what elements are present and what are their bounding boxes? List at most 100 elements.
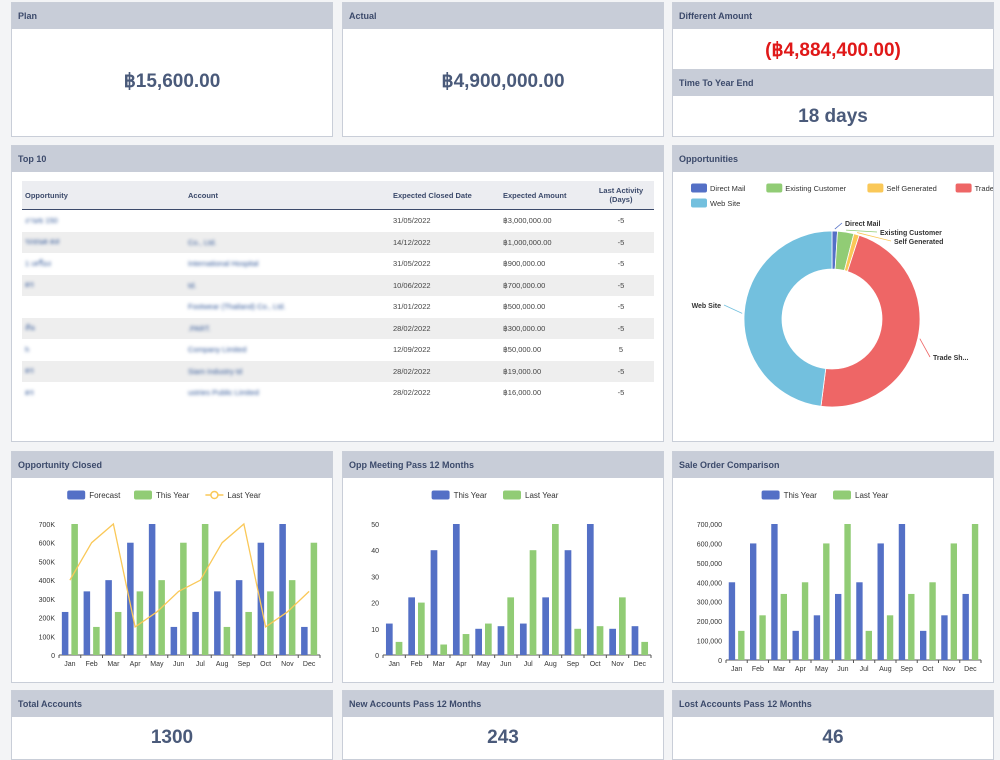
bar-this-year[interactable] bbox=[158, 580, 165, 655]
table-row[interactable]: งานข 150 31/05/2022 ฿3,000,000.00 -5 bbox=[22, 210, 654, 232]
bar-last-year[interactable] bbox=[865, 630, 872, 660]
bar-forecast[interactable] bbox=[192, 611, 199, 655]
bar-this-year[interactable] bbox=[813, 615, 821, 660]
legend-item-this-year[interactable]: This Year bbox=[761, 490, 818, 501]
account-link[interactable]: ustries Public Limited bbox=[188, 388, 259, 398]
col-expected-amount[interactable]: Expected Amount bbox=[500, 181, 588, 210]
account-link[interactable]: International Hospital bbox=[188, 259, 259, 269]
bar-this-year[interactable] bbox=[93, 626, 100, 655]
bar-forecast[interactable] bbox=[235, 580, 243, 655]
table-row[interactable]: 1 เครื่อง International Hospital 31/05/202… bbox=[22, 253, 654, 275]
opportunity-link[interactable]: ตร bbox=[22, 274, 185, 296]
bar-this-year[interactable] bbox=[856, 582, 863, 660]
bar-last-year[interactable] bbox=[908, 593, 915, 660]
opportunity-link[interactable] bbox=[22, 296, 185, 318]
bar-forecast[interactable] bbox=[61, 611, 69, 655]
legend-item-self-generated[interactable]: Self Generated bbox=[867, 183, 937, 194]
bar-this-year[interactable] bbox=[288, 580, 296, 655]
account-link[interactable] bbox=[185, 210, 390, 232]
bar-last-year[interactable] bbox=[950, 543, 957, 660]
bar-forecast[interactable] bbox=[214, 591, 221, 655]
bar-last-year[interactable] bbox=[574, 628, 582, 655]
opportunity-link[interactable]: สัน bbox=[22, 317, 185, 339]
bar-last-year[interactable] bbox=[886, 615, 894, 660]
bar-this-year[interactable] bbox=[519, 623, 527, 655]
bar-this-year[interactable] bbox=[71, 524, 78, 655]
bar-this-year[interactable] bbox=[223, 626, 231, 655]
account-link[interactable]: Company Limited bbox=[188, 345, 247, 355]
bar-forecast[interactable] bbox=[170, 626, 178, 655]
bar-forecast[interactable] bbox=[257, 542, 265, 655]
bar-last-year[interactable] bbox=[971, 524, 979, 660]
table-row[interactable]: ตร td. 10/06/2022 ฿700,000.00 -5 bbox=[22, 274, 654, 296]
bar-this-year[interactable] bbox=[310, 542, 318, 655]
col-account[interactable]: Account bbox=[185, 181, 390, 210]
bar-this-year[interactable] bbox=[631, 626, 639, 655]
bar-last-year[interactable] bbox=[641, 641, 649, 655]
bar-last-year[interactable] bbox=[418, 602, 425, 655]
bar-last-year[interactable] bbox=[801, 582, 809, 660]
table-row[interactable]: ตร Siam Industry td 28/02/2022 ฿19,000.00 -5 bbox=[22, 360, 654, 382]
bar-this-year[interactable] bbox=[962, 593, 969, 660]
pie-slice-web-site[interactable] bbox=[743, 230, 833, 407]
bar-last-year[interactable] bbox=[395, 641, 403, 655]
bar-forecast[interactable] bbox=[148, 524, 156, 655]
bar-this-year[interactable] bbox=[475, 628, 482, 655]
bar-this-year[interactable] bbox=[452, 524, 460, 655]
legend-item-trade-show[interactable]: Trade Show bbox=[955, 183, 993, 194]
bar-this-year[interactable] bbox=[245, 611, 252, 655]
bar-forecast[interactable] bbox=[301, 626, 308, 655]
bar-this-year[interactable] bbox=[542, 597, 549, 655]
bar-this-year[interactable] bbox=[835, 593, 842, 660]
bar-last-year[interactable] bbox=[780, 593, 787, 660]
legend-item-last-year[interactable]: Last Year bbox=[833, 490, 889, 501]
account-link[interactable]: td. bbox=[185, 274, 390, 296]
bar-last-year[interactable] bbox=[619, 597, 626, 655]
pie-slice-trade-show[interactable] bbox=[820, 234, 921, 408]
bar-last-year[interactable] bbox=[529, 550, 537, 655]
bar-last-year[interactable] bbox=[462, 634, 470, 655]
bar-this-year[interactable] bbox=[497, 626, 505, 655]
col-last-activity[interactable]: Last Activity (Days) bbox=[588, 181, 654, 210]
bar-this-year[interactable] bbox=[385, 623, 393, 655]
bar-last-year[interactable] bbox=[844, 524, 851, 660]
account-link[interactable]: Footwear (Thailand) Co., Ltd. bbox=[188, 302, 286, 312]
bar-this-year[interactable] bbox=[728, 582, 736, 660]
legend-item-this-year[interactable]: This Year bbox=[134, 490, 190, 501]
legend-item-last-year[interactable]: Last Year bbox=[205, 490, 261, 500]
table-row[interactable]: ตร ustries Public Limited 28/02/2022 ฿16,00… bbox=[22, 382, 654, 404]
bar-this-year[interactable] bbox=[408, 597, 415, 655]
opportunity-link[interactable]: ตร bbox=[25, 387, 34, 397]
col-expected-closed-date[interactable]: Expected Closed Date bbox=[390, 181, 500, 210]
legend-item-existing-customer[interactable]: Existing Customer bbox=[766, 183, 847, 194]
bar-this-year[interactable] bbox=[430, 550, 438, 655]
bar-this-year[interactable] bbox=[920, 630, 927, 660]
bar-this-year[interactable] bbox=[114, 611, 122, 655]
bar-this-year[interactable] bbox=[609, 628, 616, 655]
table-row[interactable]: h Company Limited 12/09/2022 ฿50,000.00 5 bbox=[22, 339, 654, 361]
bar-this-year[interactable] bbox=[180, 542, 187, 655]
opportunity-link[interactable]: h bbox=[25, 345, 30, 355]
bar-forecast[interactable] bbox=[127, 542, 134, 655]
table-row[interactable]: รถยนต ตส Co., Ltd. 14/12/2022 ฿1,000,000.00… bbox=[22, 231, 654, 253]
bar-this-year[interactable] bbox=[792, 630, 799, 660]
account-link[interactable]: Co., Ltd. bbox=[185, 231, 390, 253]
bar-last-year[interactable] bbox=[823, 543, 830, 660]
legend-item-this-year[interactable]: This Year bbox=[431, 490, 488, 501]
bar-last-year[interactable] bbox=[507, 597, 515, 655]
bar-last-year[interactable] bbox=[485, 623, 492, 655]
legend-item-direct-mail[interactable]: Direct Mail bbox=[691, 183, 746, 194]
bar-last-year[interactable] bbox=[440, 644, 448, 655]
bar-forecast[interactable] bbox=[105, 580, 112, 655]
bar-this-year[interactable] bbox=[750, 543, 757, 660]
bar-this-year[interactable] bbox=[898, 524, 906, 660]
legend-item-last-year[interactable]: Last Year bbox=[503, 490, 559, 501]
legend-item-forecast[interactable]: Forecast bbox=[67, 490, 121, 501]
bar-forecast[interactable] bbox=[279, 524, 286, 655]
bar-this-year[interactable] bbox=[771, 524, 778, 660]
table-row[interactable]: สัน .PART. 28/02/2022 ฿300,000.00 -5 bbox=[22, 317, 654, 339]
table-row[interactable]: Footwear (Thailand) Co., Ltd. 31/01/2022 ฿… bbox=[22, 296, 654, 318]
opportunity-link[interactable]: ตร bbox=[22, 360, 185, 382]
bar-last-year[interactable] bbox=[738, 630, 745, 660]
bar-this-year[interactable] bbox=[877, 543, 884, 660]
